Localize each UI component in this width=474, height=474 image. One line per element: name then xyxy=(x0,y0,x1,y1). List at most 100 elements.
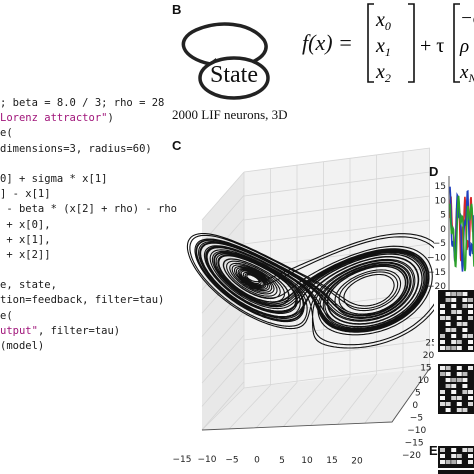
raster-cell xyxy=(440,460,445,464)
raster-cell xyxy=(451,310,457,314)
code-line: + x[0], xyxy=(0,218,51,231)
raster-cell xyxy=(462,334,468,338)
raster-cell xyxy=(462,304,468,308)
raster-cell xyxy=(440,316,445,320)
raster-cell xyxy=(445,408,451,412)
code-line: e, state, xyxy=(0,279,57,292)
raster-cell xyxy=(451,454,457,458)
raster-cell xyxy=(445,316,451,320)
raster-cell xyxy=(440,372,445,376)
d-y-tick-label: −20 xyxy=(427,282,446,292)
raster-cell xyxy=(456,292,462,296)
code-line: + x[2]] xyxy=(0,248,51,261)
diagram-caption: 2000 LIF neurons, 3D xyxy=(172,107,288,122)
raster-cell xyxy=(456,346,462,350)
plus-tau: + τ xyxy=(420,35,444,57)
code-line: + x[1], xyxy=(0,233,51,246)
raster-cell xyxy=(468,390,473,394)
code-line: e( xyxy=(0,309,13,322)
raster-cell xyxy=(462,378,468,382)
raster-cell xyxy=(445,322,451,326)
y-tick-label: −5 xyxy=(410,414,423,424)
vector-x0: x0 xyxy=(375,9,391,33)
raster-cell xyxy=(451,292,457,296)
y-tick-label: 5 xyxy=(415,389,421,399)
code-line: 0] + sigma * x[1] xyxy=(0,172,108,185)
raster-cell xyxy=(468,316,473,320)
raster-cell xyxy=(456,378,462,382)
raster-cell xyxy=(451,328,457,332)
raster-cell xyxy=(440,340,445,344)
raster-cell xyxy=(445,372,451,376)
y-tick-label: 15 xyxy=(420,364,431,374)
x-tick-label: 0 xyxy=(254,456,260,466)
raster-cell xyxy=(468,366,473,370)
panel-label-d: D xyxy=(429,164,439,179)
series-line xyxy=(449,195,474,272)
raster-cell xyxy=(462,292,468,296)
y-tick-label: 25 xyxy=(425,339,434,349)
x-tick-label: −10 xyxy=(198,455,217,465)
d-y-tick-label: 0 xyxy=(440,225,446,235)
lorenz-3d-plot: −15 −10 −5 0 5 10 15 20 −20 −15 −10 −5 0 5 10 15 20 25 xyxy=(173,147,434,466)
vector-x1: x1 xyxy=(375,35,391,59)
raster-cell xyxy=(451,390,457,394)
raster-cell xyxy=(456,340,462,344)
raster-cell xyxy=(440,390,445,394)
raster-cell xyxy=(445,460,451,464)
equation-lhs: f(x) = xyxy=(302,30,353,55)
raster-cell xyxy=(468,334,473,338)
spike-raster-e xyxy=(438,470,474,474)
raster-cell xyxy=(440,304,445,308)
raster-cell xyxy=(445,298,451,302)
d-y-tick-label: 10 xyxy=(435,196,447,206)
spike-raster xyxy=(438,364,474,414)
d-y-tick-label: 15 xyxy=(435,182,446,192)
raster-cell xyxy=(440,310,445,314)
code-line: - beta * (x[2] + rho) - rho xyxy=(0,203,178,216)
panel-label-b: B xyxy=(172,2,182,17)
x-tick-label: 15 xyxy=(326,456,337,466)
axis-edge xyxy=(201,367,431,431)
raster-cell xyxy=(456,408,462,412)
raster-cell xyxy=(462,328,468,332)
x-tick-label: −15 xyxy=(173,455,192,465)
raster-cell xyxy=(468,346,473,350)
right-vector-2: xN xyxy=(459,62,474,84)
code-line: (model) xyxy=(0,340,45,352)
equation-vector: x0 x1 x2 + τ −σ ρ xN xyxy=(367,3,474,84)
raster-cell xyxy=(456,316,462,320)
code-line: ; beta = 8.0 / 3; rho = 28 xyxy=(0,97,165,109)
raster-cell xyxy=(468,298,473,302)
feedback-arrow xyxy=(181,22,268,66)
code-line: utput", filter=tau) xyxy=(0,324,121,337)
raster-cell xyxy=(451,448,457,452)
x-tick-label: 20 xyxy=(351,456,363,466)
raster-cell xyxy=(440,334,445,338)
raster-cell xyxy=(456,454,462,458)
decoded-timeseries-plot: 15 10 5 0 −5 −10 −15 −20 xyxy=(427,176,474,474)
raster-cell xyxy=(456,310,462,314)
code-line xyxy=(0,263,170,278)
panel-label-c: C xyxy=(172,138,182,153)
code-listing: ; beta = 8.0 / 3; rho = 28 Lorenz attract… xyxy=(0,96,178,354)
raster-cell xyxy=(445,402,451,406)
raster-cell xyxy=(468,402,473,406)
raster-cell xyxy=(456,322,462,326)
raster-cell xyxy=(440,448,445,452)
raster-cell xyxy=(468,340,473,344)
raster-cell xyxy=(468,310,473,314)
raster-cell xyxy=(451,346,457,350)
raster-cell xyxy=(468,304,473,308)
raster-cell xyxy=(462,384,468,388)
raster-cell xyxy=(456,366,462,370)
raster-cell xyxy=(462,322,468,326)
raster-cell xyxy=(440,346,445,350)
y-tick-label: −20 xyxy=(402,451,421,461)
right-vector-0: −σ xyxy=(460,8,474,29)
raster-cell xyxy=(445,366,451,370)
raster-cell xyxy=(445,328,451,332)
raster-cell xyxy=(451,384,457,388)
raster-cell xyxy=(440,396,445,400)
code-line: tion=feedback, filter=tau) xyxy=(0,294,165,307)
